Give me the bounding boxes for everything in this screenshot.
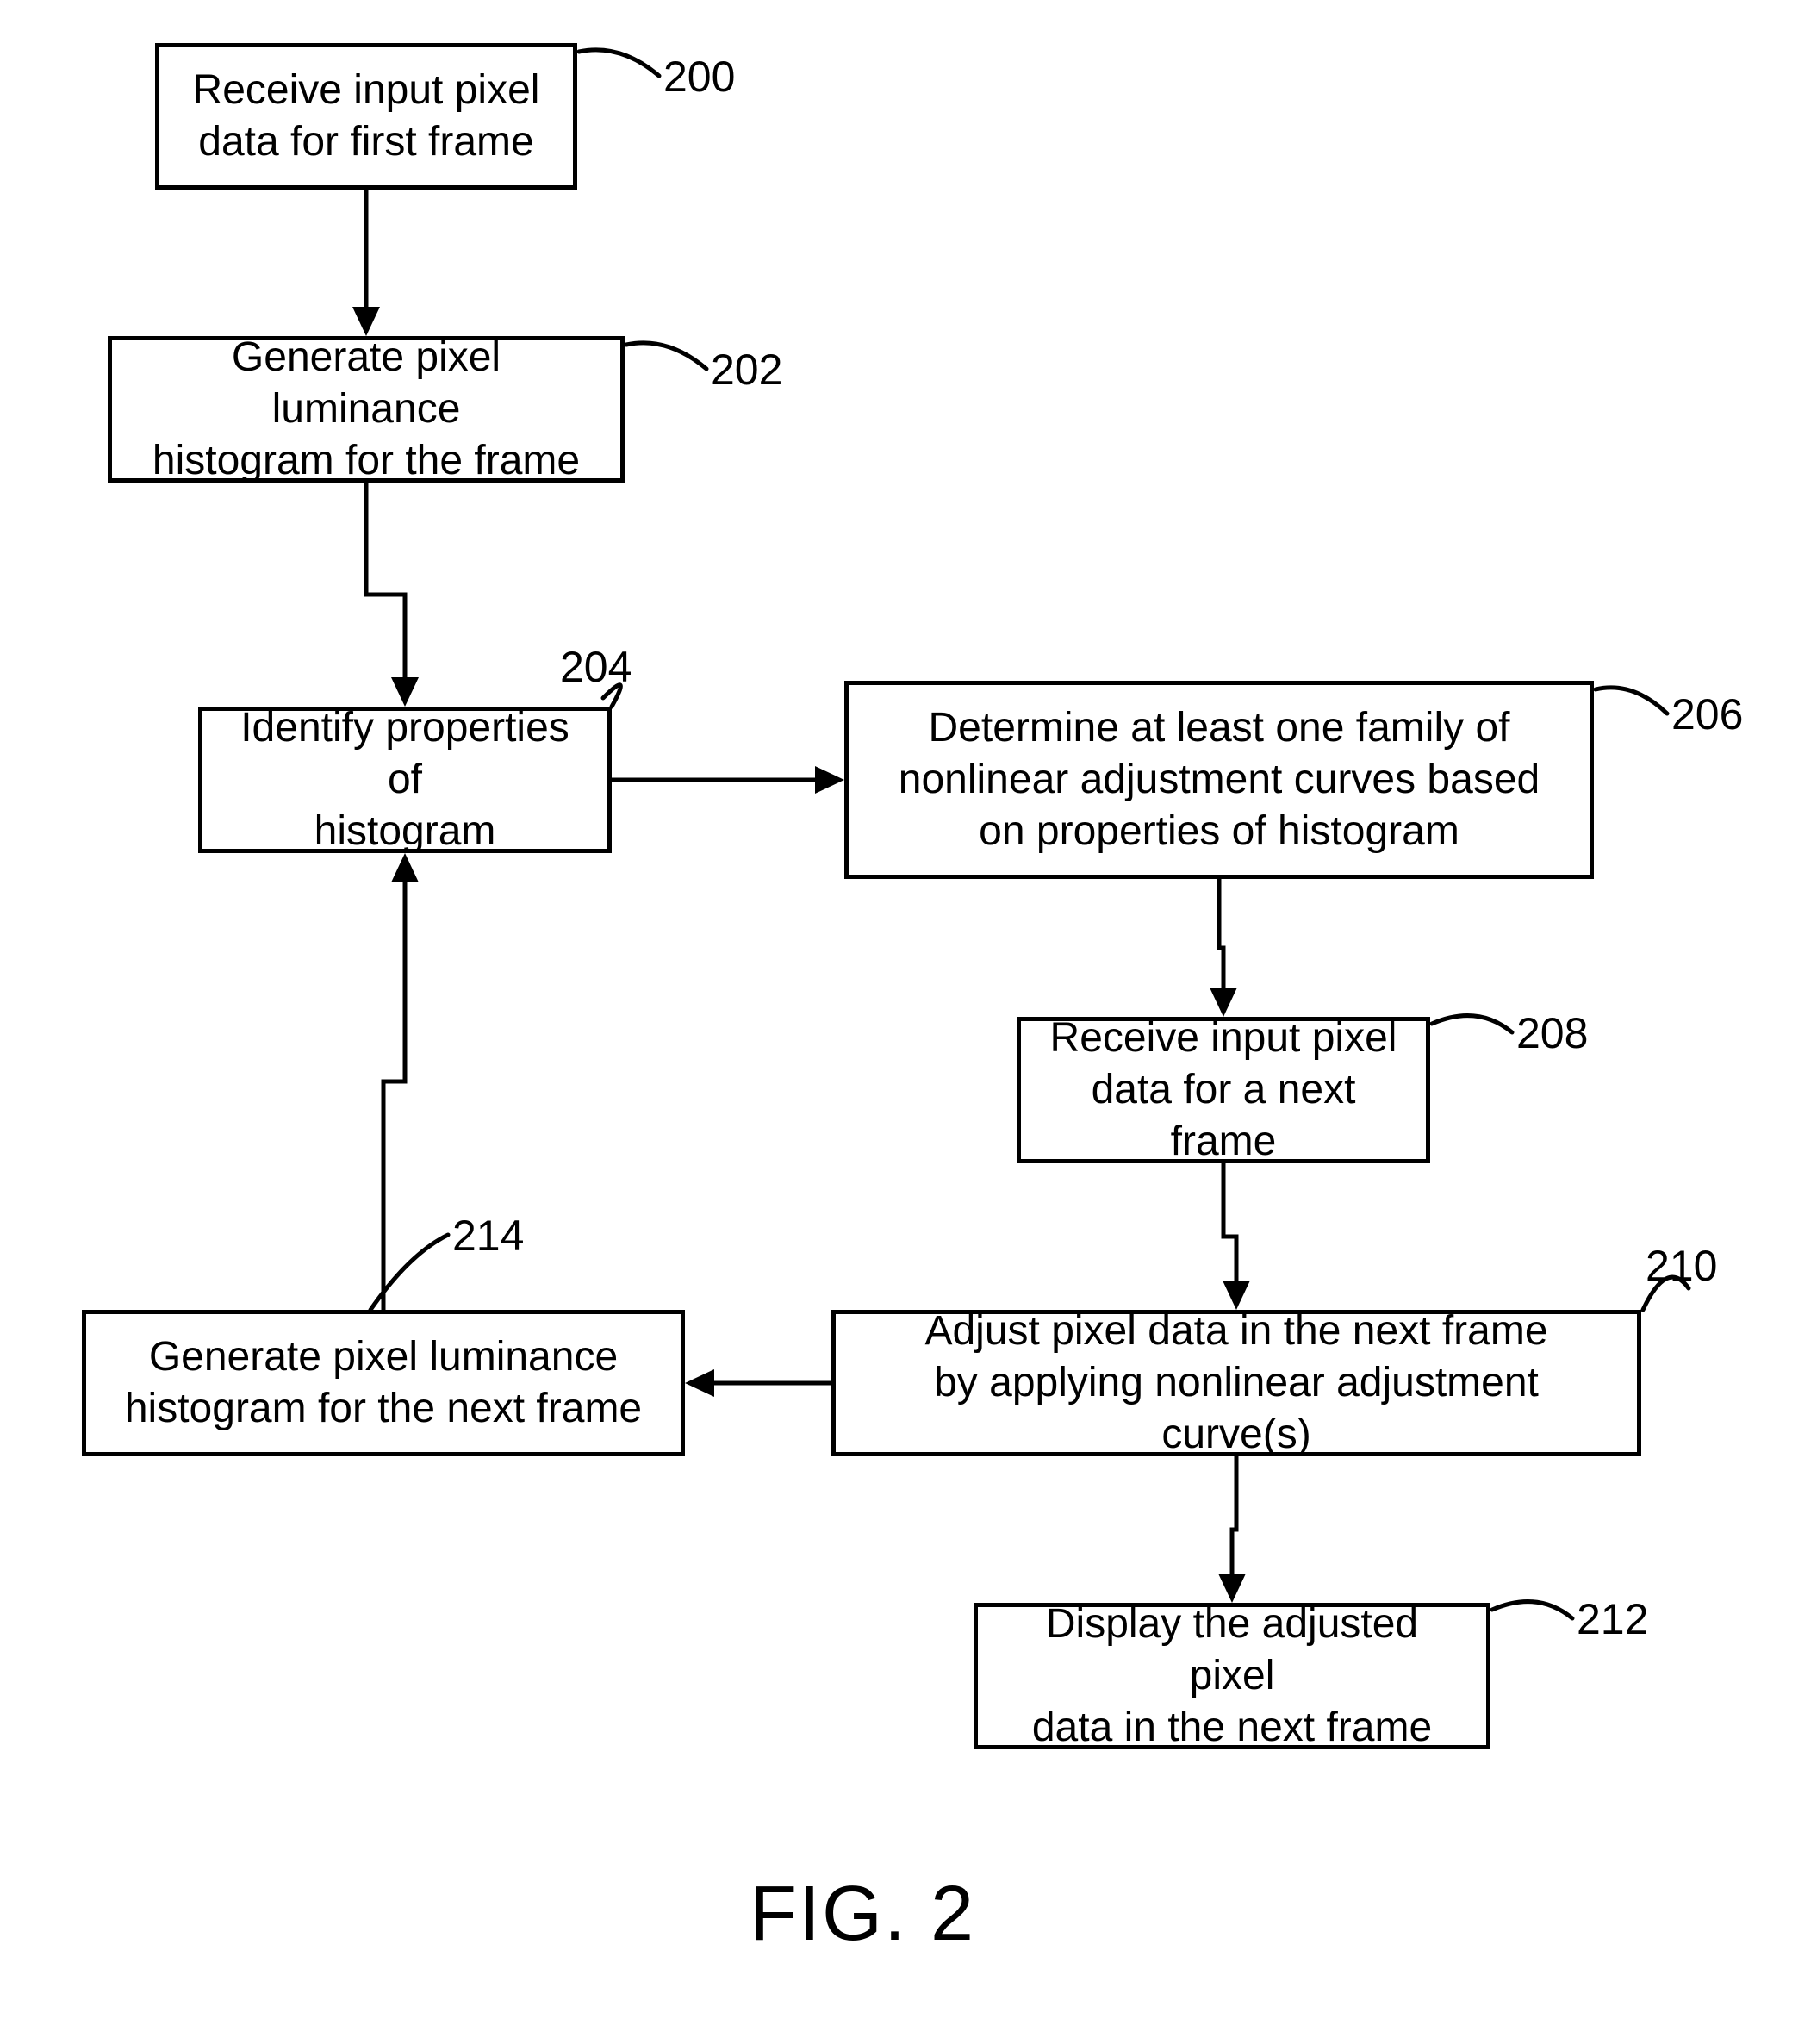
figure-label: FIG. 2 (750, 1870, 975, 1959)
flow-node-label: Adjust pixel data in the next frame by a… (860, 1306, 1613, 1461)
flow-node-label: Receive input pixel data for first frame (193, 65, 540, 168)
ref-label-204: 204 (560, 642, 632, 692)
flow-node-label: Generate pixel luminance histogram for t… (125, 1331, 642, 1435)
flow-node-204: Identify properties of histogram (198, 707, 612, 853)
flow-node-212: Display the adjusted pixel data in the n… (974, 1603, 1490, 1749)
flow-node-210: Adjust pixel data in the next frame by a… (831, 1310, 1641, 1456)
flow-node-200: Receive input pixel data for first frame (155, 43, 577, 190)
flow-node-214: Generate pixel luminance histogram for t… (82, 1310, 685, 1456)
ref-label-200: 200 (663, 52, 735, 102)
ref-label-212: 212 (1577, 1594, 1648, 1644)
ref-label-208: 208 (1516, 1008, 1588, 1058)
ref-label-210: 210 (1646, 1241, 1717, 1291)
flow-node-label: Receive input pixel data for a next fram… (1045, 1013, 1402, 1168)
ref-label-206: 206 (1671, 689, 1743, 739)
ref-label-202: 202 (711, 345, 782, 395)
flow-node-label: Identify properties of histogram (227, 702, 583, 857)
flow-node-206: Determine at least one family of nonline… (844, 681, 1594, 879)
ref-label-214: 214 (452, 1211, 524, 1261)
flow-node-label: Display the adjusted pixel data in the n… (1002, 1598, 1462, 1754)
flow-node-202: Generate pixel luminance histogram for t… (108, 336, 625, 483)
flow-node-label: Generate pixel luminance histogram for t… (136, 332, 596, 487)
flow-node-208: Receive input pixel data for a next fram… (1017, 1017, 1430, 1163)
flowchart-canvas: Receive input pixel data for first frame… (0, 0, 1817, 2044)
flow-node-label: Determine at least one family of nonline… (899, 702, 1540, 857)
